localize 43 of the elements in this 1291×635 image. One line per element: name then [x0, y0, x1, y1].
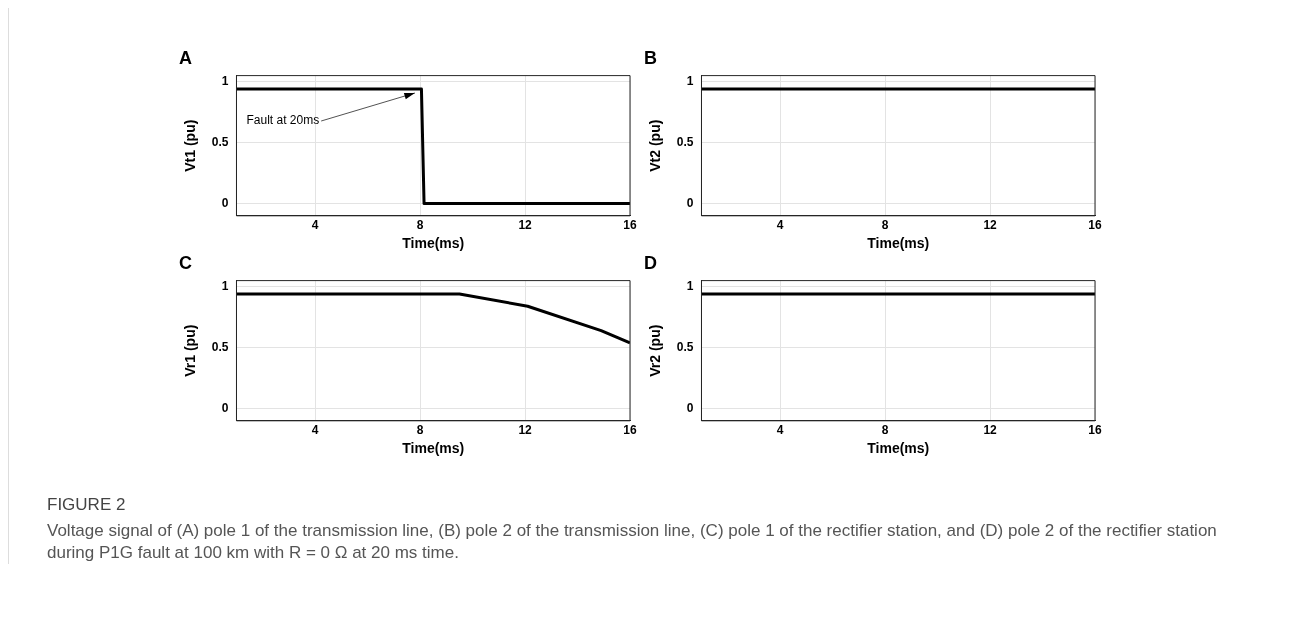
chart-title: D: [644, 252, 657, 273]
x-tick-label: 12: [518, 218, 533, 233]
x-tick-label: 4: [311, 218, 319, 233]
text: Voltage signal of (A) pole 1 of the transmission line, (B) pole 2 of the transmission line, (C) pole 1 of the rectifier station, and (D) pole 2 of the rectifier station during P1G fault at 100 km with R = 0 Ω at 20 ms time.: [47, 520, 1218, 565]
x-tick-label: 4: [776, 218, 784, 233]
y-tick-label: 0.5: [676, 339, 694, 354]
y-axis-title: Vr1 (pu): [182, 324, 199, 377]
y-axis-title: Vt1 (pu): [182, 119, 199, 172]
x-tick-label: 16: [1088, 423, 1102, 438]
x-tick-label: 8: [881, 423, 889, 438]
x-tick-label: 8: [881, 218, 889, 233]
y-tick-label: 1: [221, 74, 229, 89]
x-tick-label: 12: [518, 423, 533, 438]
x-axis-title: Time(ms): [867, 235, 930, 252]
y-tick-label: 1: [686, 74, 694, 89]
y-tick-label: 1: [686, 279, 694, 294]
y-tick-label: 1: [221, 279, 229, 294]
x-tick-label: 4: [776, 423, 784, 438]
y-axis-title: Vr2 (pu): [647, 324, 664, 377]
y-tick-label: 0: [686, 400, 694, 415]
x-axis-title: Time(ms): [402, 235, 465, 252]
chart-title: A: [179, 47, 192, 68]
x-tick-label: 16: [623, 423, 637, 438]
y-tick-label: 0.5: [211, 134, 229, 149]
y-tick-label: 0.5: [211, 339, 229, 354]
x-tick-label: 4: [311, 423, 319, 438]
y-tick-label: 0: [686, 195, 694, 210]
x-tick-label: 16: [1088, 218, 1102, 233]
annotation: Fault at 20ms: [246, 113, 320, 128]
x-tick-label: 16: [623, 218, 637, 233]
y-tick-label: 0: [221, 195, 229, 210]
x-axis-title: Time(ms): [402, 440, 465, 457]
y-axis-title: Vt2 (pu): [647, 119, 664, 172]
y-tick-label: 0: [221, 400, 229, 415]
x-tick-label: 12: [983, 218, 998, 233]
y-tick-label: 0.5: [676, 134, 694, 149]
x-tick-label: 8: [416, 423, 424, 438]
x-tick-label: 12: [983, 423, 998, 438]
chart-title: C: [179, 252, 192, 273]
x-tick-label: 8: [416, 218, 424, 233]
chart-title: B: [644, 47, 657, 68]
caption: FIGURE 2: [47, 494, 127, 516]
x-axis-title: Time(ms): [867, 440, 930, 457]
